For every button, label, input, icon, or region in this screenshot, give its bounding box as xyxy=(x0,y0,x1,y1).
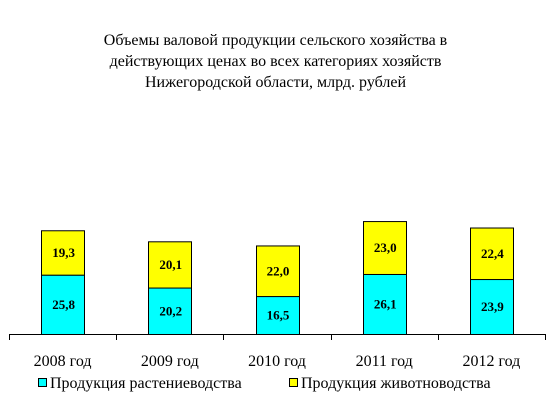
bar-segment xyxy=(363,273,407,335)
bar-segment xyxy=(41,274,85,336)
chart-title-line: Нижегородской области, млрд. рублей xyxy=(144,74,407,91)
legend-swatch xyxy=(289,378,298,387)
data-label: 22,4 xyxy=(481,246,504,261)
bar-segment xyxy=(41,230,85,276)
x-tick-label: 2009 год xyxy=(141,353,199,370)
bar-segment xyxy=(148,241,192,289)
data-label: 25,8 xyxy=(52,297,75,312)
data-label: 20,2 xyxy=(159,303,182,318)
plot-area: 25,8 19,3 2008 год 20,2 20,1 2009 год 16,5 22,0… xyxy=(9,221,546,370)
data-label: 23,9 xyxy=(481,299,504,314)
data-label: 19,3 xyxy=(52,245,75,260)
data-label: 23,0 xyxy=(374,240,397,255)
chart-title-line: действующих ценах во всех категориях хоз… xyxy=(109,53,442,70)
x-tick-label: 2011 год xyxy=(356,353,413,370)
data-label: 22,0 xyxy=(267,263,290,278)
bar-segment xyxy=(470,227,514,281)
chart-title: Объемы валовой продукции сельского хозяй… xyxy=(0,30,551,93)
legend-swatch xyxy=(38,378,47,387)
legend: Продукция растениеводства Продукция живот… xyxy=(38,375,491,392)
data-label: 26,1 xyxy=(374,296,397,311)
data-label: 20,1 xyxy=(159,257,182,272)
chart-title-line: Объемы валовой продукции сельского хозяй… xyxy=(103,32,448,49)
legend-label: Продукция растениеводства xyxy=(50,375,242,392)
legend-label: Продукция животноводства xyxy=(301,375,491,392)
bar-segment xyxy=(363,221,407,275)
x-tick-label: 2012 год xyxy=(462,353,520,370)
bar-segment xyxy=(256,296,300,335)
x-tick-label: 2008 год xyxy=(34,353,92,370)
x-tick-label: 2010 год xyxy=(248,353,306,370)
bar-segment xyxy=(256,245,300,298)
data-label: 16,5 xyxy=(267,308,290,323)
